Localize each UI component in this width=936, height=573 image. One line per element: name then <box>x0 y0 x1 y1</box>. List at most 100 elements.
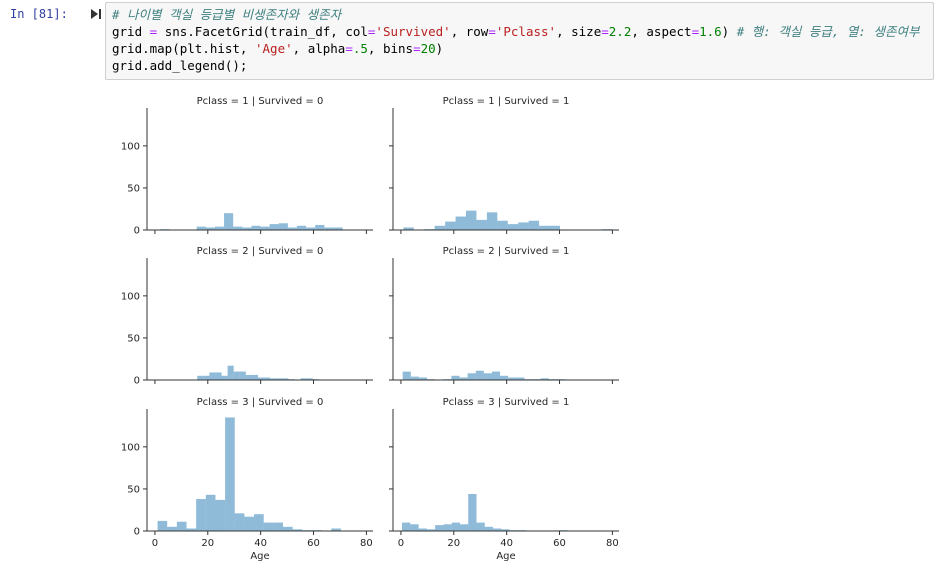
histogram-bar <box>491 371 501 380</box>
histogram-bar <box>224 213 234 230</box>
histogram-bar <box>260 226 270 230</box>
code-token: = <box>345 41 353 56</box>
histogram-bar <box>306 227 316 230</box>
histogram-bar <box>426 529 436 531</box>
histogram-bar <box>167 526 177 531</box>
histogram-bar <box>263 522 274 531</box>
code-token: ) <box>721 24 737 39</box>
code-token: 'Pclass' <box>495 24 557 39</box>
x-tick-label: 0 <box>152 538 158 549</box>
histogram-bar <box>282 378 289 380</box>
histogram-bar <box>434 225 446 230</box>
x-tick-label: 40 <box>254 538 267 549</box>
code-token: = <box>601 24 609 39</box>
histogram-bar <box>331 528 341 531</box>
y-tick-label: 50 <box>127 484 140 495</box>
histogram-bar <box>273 522 283 531</box>
code-line: grid = sns.FacetGrid(train_df, col='Surv… <box>112 23 933 40</box>
histogram-bar <box>176 521 187 531</box>
histogram-bar <box>500 375 509 380</box>
histogram-bar <box>518 222 529 230</box>
histogram-bar <box>205 227 215 230</box>
histogram-bar <box>234 513 245 531</box>
cell-prompt: In [81]: <box>10 7 68 21</box>
code-token: = <box>691 24 700 39</box>
x-tick-label: 80 <box>360 538 373 549</box>
code-token: , aspect <box>631 24 692 39</box>
histogram-bar <box>402 371 411 380</box>
code-token: , size <box>556 24 602 39</box>
histogram-bar <box>475 370 484 380</box>
histogram-bar <box>508 377 517 380</box>
histogram-bar <box>493 528 502 531</box>
y-tick-label: 50 <box>127 183 140 194</box>
x-tick-label: 40 <box>500 538 513 549</box>
panel-title: Pclass = 2 | Survived = 0 <box>197 246 324 257</box>
y-tick-label: 0 <box>134 226 140 237</box>
histogram-bar <box>278 223 288 230</box>
code-token: , bins <box>367 41 414 56</box>
x-tick-label: 80 <box>606 538 619 549</box>
histogram-bar <box>300 378 307 380</box>
histogram-bar <box>459 524 469 531</box>
histogram-bar <box>209 372 216 380</box>
code-token: 1.6 <box>699 24 722 39</box>
code-token: = <box>413 41 421 56</box>
panel-title: Pclass = 1 | Survived = 0 <box>197 96 324 107</box>
histogram-bar <box>435 525 444 531</box>
histogram-bar <box>507 224 519 230</box>
histogram-bar <box>467 373 476 380</box>
code-cell[interactable]: # 나이별 객실 등급별 비생존자와 생존자 grid = sns.FacetGr… <box>105 2 934 80</box>
histogram-bar <box>258 377 265 380</box>
panel-title: Pclass = 1 | Survived = 1 <box>443 96 570 107</box>
code-token: 2.2 <box>608 24 632 39</box>
histogram-bar <box>484 526 494 531</box>
histogram-bar <box>459 377 468 380</box>
code-token: = <box>367 24 376 39</box>
code-token: .5 <box>352 41 368 56</box>
x-tick-label: 0 <box>398 538 404 549</box>
code-token: 'Age' <box>255 41 293 56</box>
histogram-bar <box>501 529 510 531</box>
histogram-bar <box>233 371 240 380</box>
histogram-bar <box>215 372 222 380</box>
histogram-bar <box>445 221 456 230</box>
histogram-bar <box>196 499 206 531</box>
histogram-bar <box>549 225 560 230</box>
histogram-bar <box>418 528 427 531</box>
code-line: # 나이별 객실 등급별 비생존자와 생존자 <box>112 6 933 23</box>
histogram-bar <box>403 227 414 230</box>
histogram-bar <box>443 524 452 531</box>
histogram-bar <box>333 227 343 230</box>
panel-title: Pclass = 3 | Survived = 0 <box>197 397 324 408</box>
x-tick-label: 20 <box>447 538 460 549</box>
histogram-bar <box>410 524 419 531</box>
code-token: grid.map(plt.hist, <box>112 41 255 56</box>
x-axis-label: Age <box>250 551 269 562</box>
histogram-bar <box>418 377 428 380</box>
histogram-bar <box>186 528 197 531</box>
histogram-bar <box>468 493 477 531</box>
histogram-bar <box>539 225 550 230</box>
histogram-bar <box>306 378 313 380</box>
histogram-bar <box>315 224 325 230</box>
histogram-bar <box>251 225 261 230</box>
y-tick-label: 0 <box>134 376 140 387</box>
code-line: grid.map(plt.hist, 'Age', alpha=.5, bins… <box>112 40 933 57</box>
panel-title: Pclass = 3 | Survived = 1 <box>443 397 570 408</box>
histogram-bar <box>264 377 271 380</box>
y-tick-label: 100 <box>121 291 140 302</box>
histogram-bar <box>197 375 204 380</box>
histogram-bar <box>239 371 246 380</box>
code-token: ) <box>435 41 444 56</box>
code-token: grid <box>112 24 150 39</box>
code-token: , row <box>450 24 489 39</box>
histogram-bar <box>276 378 283 380</box>
panel-title: Pclass = 2 | Survived = 1 <box>443 246 570 257</box>
run-button[interactable] <box>90 8 102 20</box>
histogram-bar <box>292 529 303 531</box>
code-token: , alpha <box>292 41 346 56</box>
histogram-bar <box>451 375 460 380</box>
x-tick-label: 60 <box>307 538 320 549</box>
